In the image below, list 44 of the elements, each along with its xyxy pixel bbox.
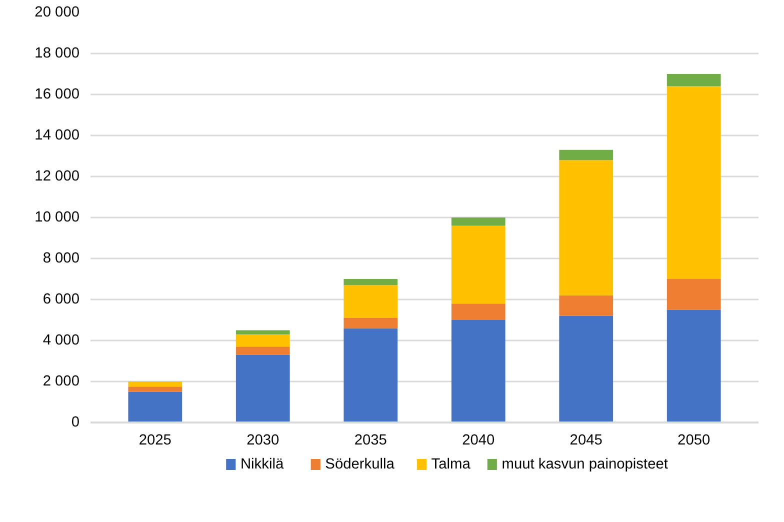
- bar: [128, 382, 182, 387]
- x-tick-label: 2040: [462, 432, 495, 448]
- bar: [128, 386, 182, 392]
- x-tick-label: 2030: [246, 432, 280, 448]
- y-tick-label: 4 000: [42, 332, 80, 348]
- y-tick-label: 18 000: [34, 46, 80, 62]
- bar: [236, 330, 290, 334]
- x-tick-label: 2050: [678, 432, 710, 448]
- bar: [451, 304, 506, 320]
- legend-label: Talma: [431, 456, 472, 472]
- legend-label: muut kasvun painopisteet: [502, 456, 668, 472]
- bar: [128, 392, 182, 422]
- bar: [344, 328, 398, 422]
- bar: [559, 160, 614, 296]
- bar: [666, 279, 721, 310]
- bar: [236, 334, 290, 347]
- y-tick-label: 2 000: [42, 374, 80, 390]
- x-tick-label: 2045: [570, 432, 602, 448]
- y-tick-label: 8 000: [42, 250, 80, 266]
- bar: [559, 316, 614, 422]
- bar: [344, 318, 398, 328]
- bar: [451, 320, 506, 422]
- y-tick-label: 16 000: [34, 86, 80, 102]
- y-tick-label: 6 000: [42, 292, 80, 308]
- legend-label: Söderkulla: [325, 456, 396, 472]
- x-tick-label: 2035: [354, 432, 387, 448]
- bar: [236, 346, 290, 355]
- y-tick-label: 0: [71, 414, 80, 430]
- x-tick-label: 2025: [138, 432, 172, 448]
- bar: [344, 285, 398, 318]
- bar: [559, 295, 614, 316]
- bar: [666, 86, 721, 279]
- y-tick-label: 20 000: [34, 4, 80, 20]
- legend-label: Nikkilä: [240, 456, 284, 472]
- bar: [236, 354, 290, 422]
- bar: [451, 218, 506, 226]
- y-tick-label: 10 000: [34, 210, 80, 226]
- bar: [559, 150, 614, 160]
- bar: [666, 74, 721, 86]
- y-tick-label: 14 000: [34, 128, 80, 144]
- bar: [451, 226, 506, 304]
- bar: [344, 279, 398, 286]
- bar: [666, 310, 721, 422]
- y-tick-label: 12 000: [34, 168, 80, 184]
